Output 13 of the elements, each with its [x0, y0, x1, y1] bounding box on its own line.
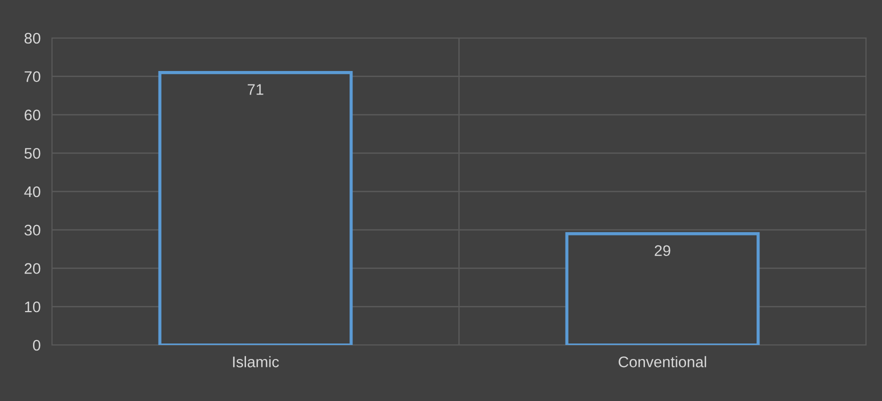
y-tick-label: 0 — [32, 340, 40, 351]
y-tick-label: 20 — [24, 263, 40, 274]
data-label: 71 — [248, 84, 264, 95]
y-tick-label: 10 — [25, 301, 40, 312]
y-tick-label: 40 — [24, 186, 40, 198]
data-label: 29 — [654, 245, 670, 256]
y-tick-label: 50 — [24, 148, 40, 159]
x-tick-label: Islamic — [233, 356, 279, 368]
y-tick-label: 80 — [24, 32, 40, 44]
x-tick-label: Conventional — [618, 356, 706, 368]
y-tick-label: 70 — [24, 71, 40, 82]
y-tick-label: 30 — [24, 224, 40, 236]
y-tick-label: 60 — [24, 110, 40, 120]
